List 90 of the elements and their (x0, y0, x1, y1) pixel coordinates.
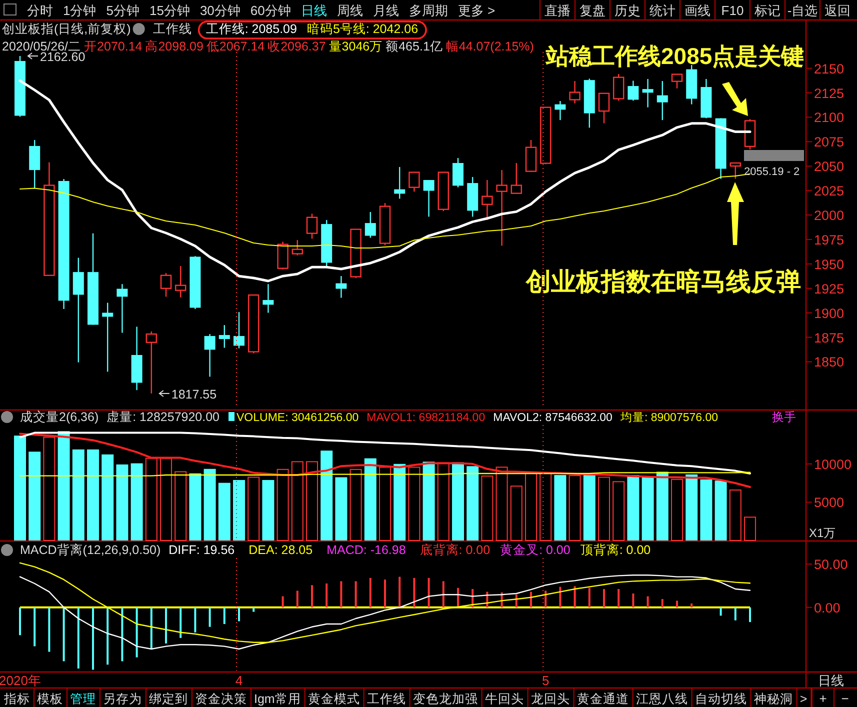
text: 标记 (754, 3, 780, 18)
annotation: 量3046万 (328, 40, 383, 54)
text: Igm常用 (254, 692, 301, 706)
text: 周线 (336, 3, 363, 18)
y-tick-label: 2125 (814, 86, 844, 101)
text: 模板 (37, 692, 63, 706)
annotation: 1817.55 (171, 387, 217, 402)
text: 历史 (614, 3, 640, 18)
y-tick-label: 2100 (814, 110, 844, 126)
y-tick-label: 2025 (814, 184, 844, 199)
text: 工作线: 2085.09 (206, 22, 297, 36)
text: > (800, 692, 808, 706)
annotation: 低2067.14 (206, 40, 265, 54)
text: 30分钟 (200, 3, 240, 18)
y-axis-title: X1万 (809, 526, 836, 540)
text: 均量: 89007576.00 (619, 411, 718, 424)
text: 更多 > (458, 3, 496, 18)
annotation: 额465.1亿 (386, 40, 443, 54)
x-tick-label: 5 (542, 673, 550, 688)
text: 5分钟 (106, 3, 140, 18)
chart-title: MACD背离(12,26,9,0.50) (20, 542, 161, 557)
y-tick-label: 2000 (814, 208, 844, 224)
y-tick-label: 1875 (814, 330, 844, 346)
text: 画线 (684, 3, 710, 18)
text: 分时 (27, 3, 53, 18)
chart-title: 创业板指(日线,前复权) (2, 22, 131, 36)
y-tick-label: 1925 (814, 281, 844, 296)
legend-label: VOLUME: 30461256.00 (236, 412, 359, 424)
text: 直播 (544, 3, 570, 18)
text: 江恩八线 (636, 692, 688, 706)
annotation: 站稳工作线2085点是关键 (545, 43, 804, 69)
annotation: 高2098.09 (145, 38, 204, 54)
y-tick-label: 50.00 (814, 557, 848, 572)
annotation: 创业板指数在暗马线反弹 (525, 268, 801, 296)
text: 自动切线 (694, 692, 747, 706)
text: 底背离: 0.00 (420, 542, 490, 557)
y-tick-label: 2150 (814, 61, 844, 76)
text: 换手 (772, 410, 796, 424)
text: 日线 (300, 3, 327, 18)
x-tick-label: 4 (235, 673, 243, 688)
text: DEA: 28.05 (248, 543, 313, 557)
y-tick-label: 1975 (814, 232, 844, 248)
text: MAVOL2: 87546632.00 (493, 412, 612, 424)
text: F10 (721, 3, 744, 18)
annotation: 虚量: 128257920.00 (106, 410, 220, 424)
y-tick-label: 1850 (814, 354, 844, 370)
text: 多周期 (408, 3, 448, 18)
y-tick-label: 2075 (814, 134, 844, 150)
text: 黄金通道 (576, 692, 629, 706)
text: 绑定到 (149, 692, 188, 706)
y-tick-label: 1950 (814, 256, 844, 272)
annotation: 开2070.14 (84, 40, 142, 54)
text: 1分钟 (63, 3, 96, 18)
text: 管理 (70, 692, 96, 706)
text: -自选 (787, 3, 818, 18)
text: 15分钟 (149, 3, 190, 18)
y-tick-label: 10000 (814, 456, 852, 472)
y-tick-label: 1900 (814, 306, 844, 321)
text: 指标 (3, 692, 30, 706)
text: 统计 (650, 3, 676, 18)
annotation: 收2096.37 (268, 40, 326, 54)
annotation: 幅44.07(2.15%) (446, 40, 534, 54)
annotation: 工作线 (152, 22, 192, 36)
text: 黄金模式 (308, 692, 360, 706)
x-tick-label: 2020年 (0, 673, 41, 688)
text: + (819, 691, 827, 706)
text: − (841, 691, 849, 706)
text: 另存为 (103, 692, 142, 706)
text: DIFF: 19.56 (168, 543, 235, 557)
text: 龙回头 (530, 692, 570, 706)
text: 返回 (824, 3, 850, 18)
text: 顶背离: 0.00 (580, 542, 651, 557)
annotation: 2055.19 - 2 (744, 166, 800, 178)
text: 神秘洞 (754, 692, 793, 706)
text: 牛回头 (484, 692, 524, 706)
y-tick-label: 0.00 (814, 600, 840, 616)
text: 日线 (818, 673, 844, 688)
text: 资金决策 (195, 692, 247, 706)
chart-title: 成交量2(6,36) (20, 409, 99, 424)
text: 变色龙加强 (412, 692, 478, 706)
text: 60分钟 (250, 3, 291, 18)
y-tick-label: 5000 (814, 495, 844, 510)
text: 黄金叉: 0.00 (500, 543, 570, 557)
text: 月线 (372, 3, 399, 18)
text: MAVOL1: 69821184.00 (366, 412, 486, 424)
text: 复盘 (580, 3, 606, 18)
y-tick-label: 2050 (814, 159, 844, 174)
text: 暗码5号线: 2042.06 (306, 22, 418, 36)
series-label: MACD: -16.98 (326, 543, 406, 557)
text: 工作线 (366, 692, 406, 706)
